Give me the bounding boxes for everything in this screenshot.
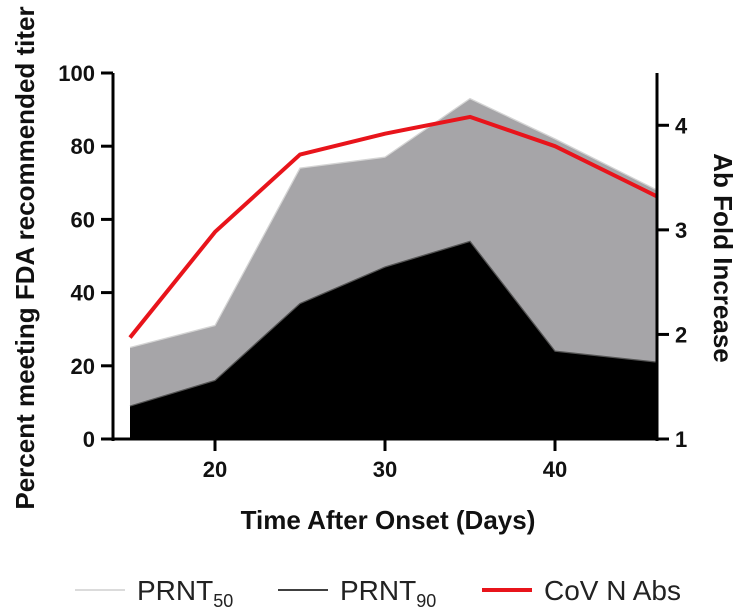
legend-label: PRNT50: [137, 575, 233, 611]
plot-lines: [128, 114, 658, 339]
y-tick-label: 20: [71, 354, 95, 379]
x-axis-title: Time After Onset (Days): [241, 505, 536, 535]
legend-item-prnt90: PRNT90: [278, 575, 436, 611]
plot-areas: [129, 97, 658, 440]
legend-label: PRNT90: [340, 575, 436, 611]
legend-item-cov-n-abs: CoV N Abs: [482, 575, 681, 606]
y-tick-label: 40: [71, 281, 95, 306]
outline-prnt90: [129, 240, 658, 407]
legend: PRNT50 PRNT90 CoV N Abs: [75, 575, 681, 611]
y2-tick-label: 4: [675, 113, 688, 138]
legend-item-prnt50: PRNT50: [75, 575, 233, 611]
y-tick-label: 80: [71, 134, 95, 159]
y-tick-label: 60: [71, 207, 95, 232]
y2-tick-label: 1: [675, 427, 687, 452]
x-tick-label: 40: [543, 457, 567, 482]
y2-tick-label: 3: [675, 218, 687, 243]
area-prnt90: [130, 241, 657, 439]
y2-tick-label: 2: [675, 322, 687, 347]
y-axis-title: Percent meeting FDA recommended titer: [10, 6, 40, 509]
legend-label: CoV N Abs: [544, 575, 681, 606]
x-tick-label: 20: [203, 457, 227, 482]
x-tick-label: 30: [373, 457, 397, 482]
ticks: 0 20 40 60 80 100 1 2 3 4 20 30 40: [58, 61, 688, 482]
y-tick-label: 0: [83, 427, 95, 452]
outline-prnt50: [129, 97, 658, 349]
y2-axis-title: Ab Fold Increase: [708, 153, 738, 363]
y-tick-label: 100: [58, 61, 95, 86]
